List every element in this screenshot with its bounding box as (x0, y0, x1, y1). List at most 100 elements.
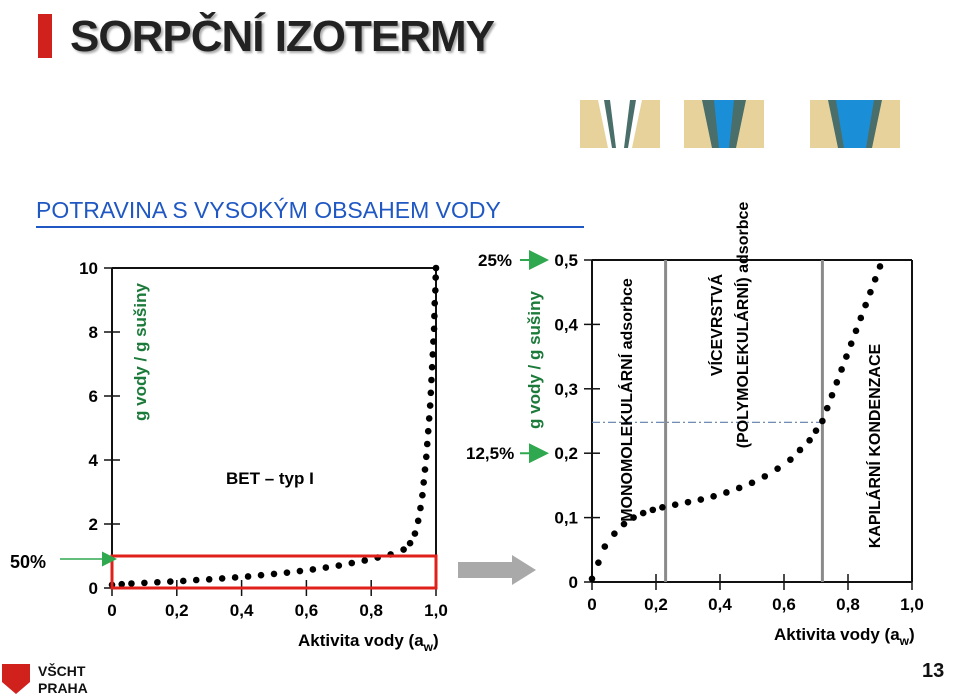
region-multilayer-label-line2: (POLYMOLEKULÁRNÍ) adsorbce (733, 202, 752, 449)
left-chart-data-point (348, 559, 356, 567)
right-chart-data-point (787, 456, 794, 463)
left-chart-data-point (420, 479, 427, 486)
left-chart-data-point (309, 566, 317, 573)
pore-illustration-monolayer (580, 100, 660, 148)
left-chart-data-point (218, 575, 226, 582)
right-chart-ytick-label: 0,3 (554, 380, 578, 399)
right-chart-data-point (838, 366, 845, 373)
right-chart-data-point (796, 446, 804, 454)
left-chart-data-point (270, 570, 278, 578)
vscht-logo-text: VŠCHT PRAHA (38, 663, 88, 697)
right-chart-data-point (595, 559, 602, 566)
right-chart-data-point (723, 489, 730, 496)
right-chart-data-point (611, 530, 618, 537)
right-chart-xtick-label: 0,8 (836, 595, 860, 614)
left-chart-ytick-label: 0 (89, 579, 98, 598)
right-chart-ytick-label: 0,2 (554, 444, 578, 463)
right-chart-data-point (601, 543, 609, 550)
left-chart-data-point (118, 580, 126, 588)
left-chart-data-point (432, 264, 440, 272)
transition-arrow-icon (458, 555, 536, 585)
left-chart-data-point (425, 415, 433, 422)
right-chart-data-point (812, 427, 820, 434)
left-chart-data-point (296, 567, 304, 575)
left-chart-data-point (335, 562, 343, 569)
right-chart-data-point (823, 404, 831, 412)
left-chart-ylabel: g vody / g sušiny (131, 282, 150, 420)
left-chart-data-point (428, 363, 436, 371)
left-chart-ytick-label: 8 (89, 323, 98, 342)
left-chart-data-point (283, 569, 291, 576)
right-chart-data-point (630, 514, 637, 521)
left-chart-data-point (400, 546, 407, 553)
right-chart-data-point (774, 465, 781, 472)
left-chart-annotation: BET – typ I (226, 469, 314, 488)
right-chart-data-point (862, 301, 869, 309)
left-chart-low-range-highlight (110, 554, 438, 590)
right-chart-data-point (847, 340, 855, 348)
left-chart-data-point (424, 427, 432, 435)
region-monomolecular-label: MONOMOLEKULÁRNÍ adsorbce (617, 278, 636, 522)
pore-illustration-multilayer (684, 100, 764, 148)
left-chart-data-point (154, 578, 161, 586)
right-chart-ytick-label: 0 (569, 573, 578, 592)
region-multilayer-label-line1: VÍCEVRSTVÁ (707, 273, 726, 376)
left-chart-data-point (432, 287, 439, 294)
right-chart-data-point (867, 288, 874, 296)
percent-top-label: 25% (478, 251, 512, 270)
left-chart-data-point (322, 564, 330, 571)
left-chart-data-point (179, 577, 187, 585)
left-chart-data-point (419, 491, 426, 499)
right-chart-xtick-label: 0,2 (644, 595, 668, 614)
right-chart-data-point (639, 509, 647, 517)
left-chart-data-point (426, 402, 434, 409)
right-chart-data-point (761, 473, 769, 480)
left-chart-xlabel: Aktivita vody (aw) (298, 631, 439, 654)
right-chart-data-point (852, 327, 860, 335)
right-chart-data-point (671, 501, 679, 509)
pore-illustration-capillary (810, 100, 900, 148)
left-chart-data-point (421, 466, 429, 473)
left-chart-ytick-label: 2 (89, 515, 98, 534)
left-chart-xtick-label: 0,8 (359, 601, 383, 620)
right-chart: 0 0,1 0,2 0,3 0,4 0,5 0 0,2 0,4 0,6 0,8 1,0 g vody… (466, 202, 924, 648)
left-chart-data-point (428, 376, 435, 384)
left-chart-data-point (423, 440, 431, 448)
right-chart-xtick-label: 1,0 (900, 595, 924, 614)
left-chart-data-point (244, 573, 252, 580)
left-chart-data-point (430, 325, 438, 333)
right-chart-data-point (735, 484, 743, 492)
left-chart-data-point (128, 580, 135, 587)
left-chart-data-point (431, 312, 438, 320)
right-chart-data-point (876, 263, 884, 270)
right-chart-ytick-label: 0,5 (554, 251, 578, 270)
left-chart-data-point (257, 571, 265, 579)
left-chart-data-point (429, 351, 437, 358)
left-chart-xtick-label: 1,0 (424, 601, 448, 620)
right-chart-data-point (819, 417, 826, 425)
left-chart-data-point (414, 517, 422, 525)
right-chart-data-point (871, 276, 879, 283)
left-chart-data-point (361, 557, 369, 564)
right-chart-xlabel: Aktivita vody (aw) (774, 625, 915, 648)
percent-mid-label: 12,5% (466, 444, 514, 463)
left-chart-ytick-label: 10 (79, 259, 98, 278)
right-chart-xtick-label: 0,6 (772, 595, 796, 614)
left-chart-xtick-label: 0 (107, 601, 116, 620)
left-chart-data-point (231, 574, 239, 581)
left-chart-xtick-label: 0,2 (165, 601, 189, 620)
right-chart-xtick-label: 0 (587, 595, 596, 614)
left-chart-data-point (430, 338, 437, 345)
right-chart-data-point (588, 575, 596, 583)
left-chart-marker-label: 50% (10, 552, 46, 572)
left-chart-xtick-label: 0,6 (295, 601, 319, 620)
right-chart-data-point (828, 391, 836, 399)
right-chart-ytick-label: 0,4 (554, 315, 578, 334)
right-chart-data-point (710, 493, 717, 500)
left-chart-data-point (427, 389, 435, 397)
subtitle-underline (36, 226, 584, 228)
left-chart-data-point (205, 576, 213, 583)
right-chart-data-point (620, 520, 628, 528)
left-chart-data-point (432, 274, 439, 281)
